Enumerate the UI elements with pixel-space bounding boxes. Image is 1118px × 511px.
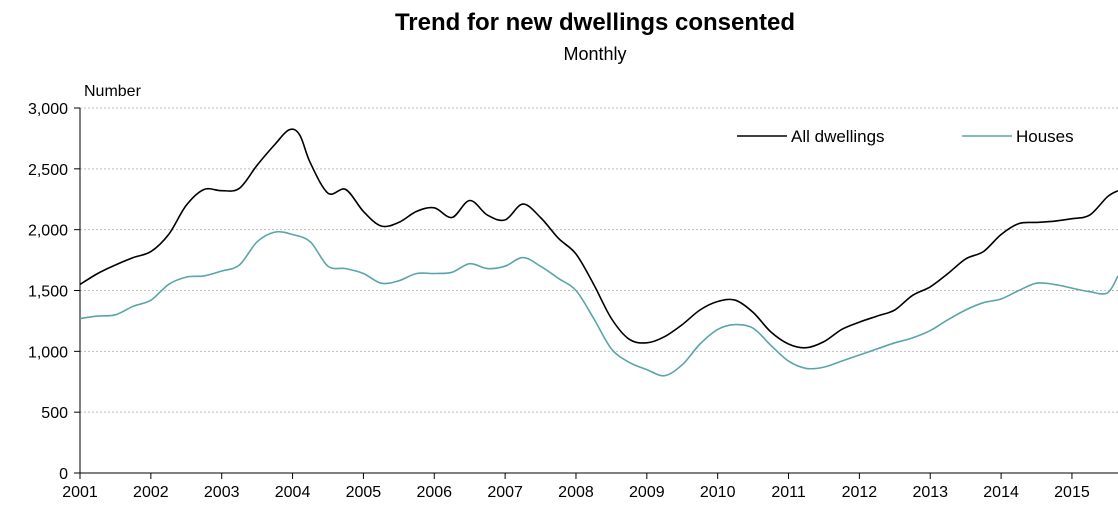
x-tick-label: 2004 bbox=[275, 484, 311, 501]
x-tick-label: 2005 bbox=[346, 484, 382, 501]
y-tick-labels: 0 500 1,000 1,500 2,000 2,500 3,000 bbox=[28, 101, 68, 483]
y-tick-label: 2,500 bbox=[28, 162, 68, 179]
x-tick-label: 2008 bbox=[558, 484, 594, 501]
y-tick-label: 0 bbox=[59, 466, 68, 483]
y-axis-label: Number bbox=[84, 83, 142, 100]
x-tick-label: 2014 bbox=[983, 484, 1019, 501]
y-tick-label: 3,000 bbox=[28, 101, 68, 118]
x-tick-label: 2009 bbox=[629, 484, 665, 501]
y-tick-label: 1,000 bbox=[28, 344, 68, 361]
chart-subtitle: Monthly bbox=[563, 44, 627, 64]
legend: All dwellings Houses bbox=[737, 127, 1074, 146]
x-tick-label: 2002 bbox=[133, 484, 169, 501]
x-tick-label: 2001 bbox=[62, 484, 98, 501]
x-tick-label: 2003 bbox=[204, 484, 240, 501]
y-tick-label: 2,000 bbox=[28, 223, 68, 240]
axes bbox=[74, 107, 1118, 479]
x-tick-label: 2013 bbox=[912, 484, 948, 501]
x-tick-label: 2007 bbox=[487, 484, 523, 501]
legend-label-all-dwellings: All dwellings bbox=[791, 127, 885, 146]
x-tick-label: 2015 bbox=[1054, 484, 1090, 501]
x-tick-label: 2011 bbox=[771, 484, 806, 501]
y-tick-label: 1,500 bbox=[28, 284, 68, 301]
chart-title: Trend for new dwellings consented bbox=[394, 9, 796, 36]
series-line-houses bbox=[79, 230, 1118, 377]
series-lines bbox=[79, 128, 1118, 377]
x-tick-labels: 2001 2002 2003 2004 2005 2006 2007 2008 2009 2010… bbox=[62, 484, 1090, 501]
x-tick-label: 2006 bbox=[416, 484, 452, 501]
x-tick-label: 2010 bbox=[700, 484, 736, 501]
series-line-all-dwellings bbox=[79, 128, 1118, 349]
x-tick-label: 2012 bbox=[842, 484, 878, 501]
y-tick-label: 500 bbox=[41, 405, 68, 422]
gridlines bbox=[80, 107, 1118, 413]
legend-label-houses: Houses bbox=[1016, 127, 1074, 146]
